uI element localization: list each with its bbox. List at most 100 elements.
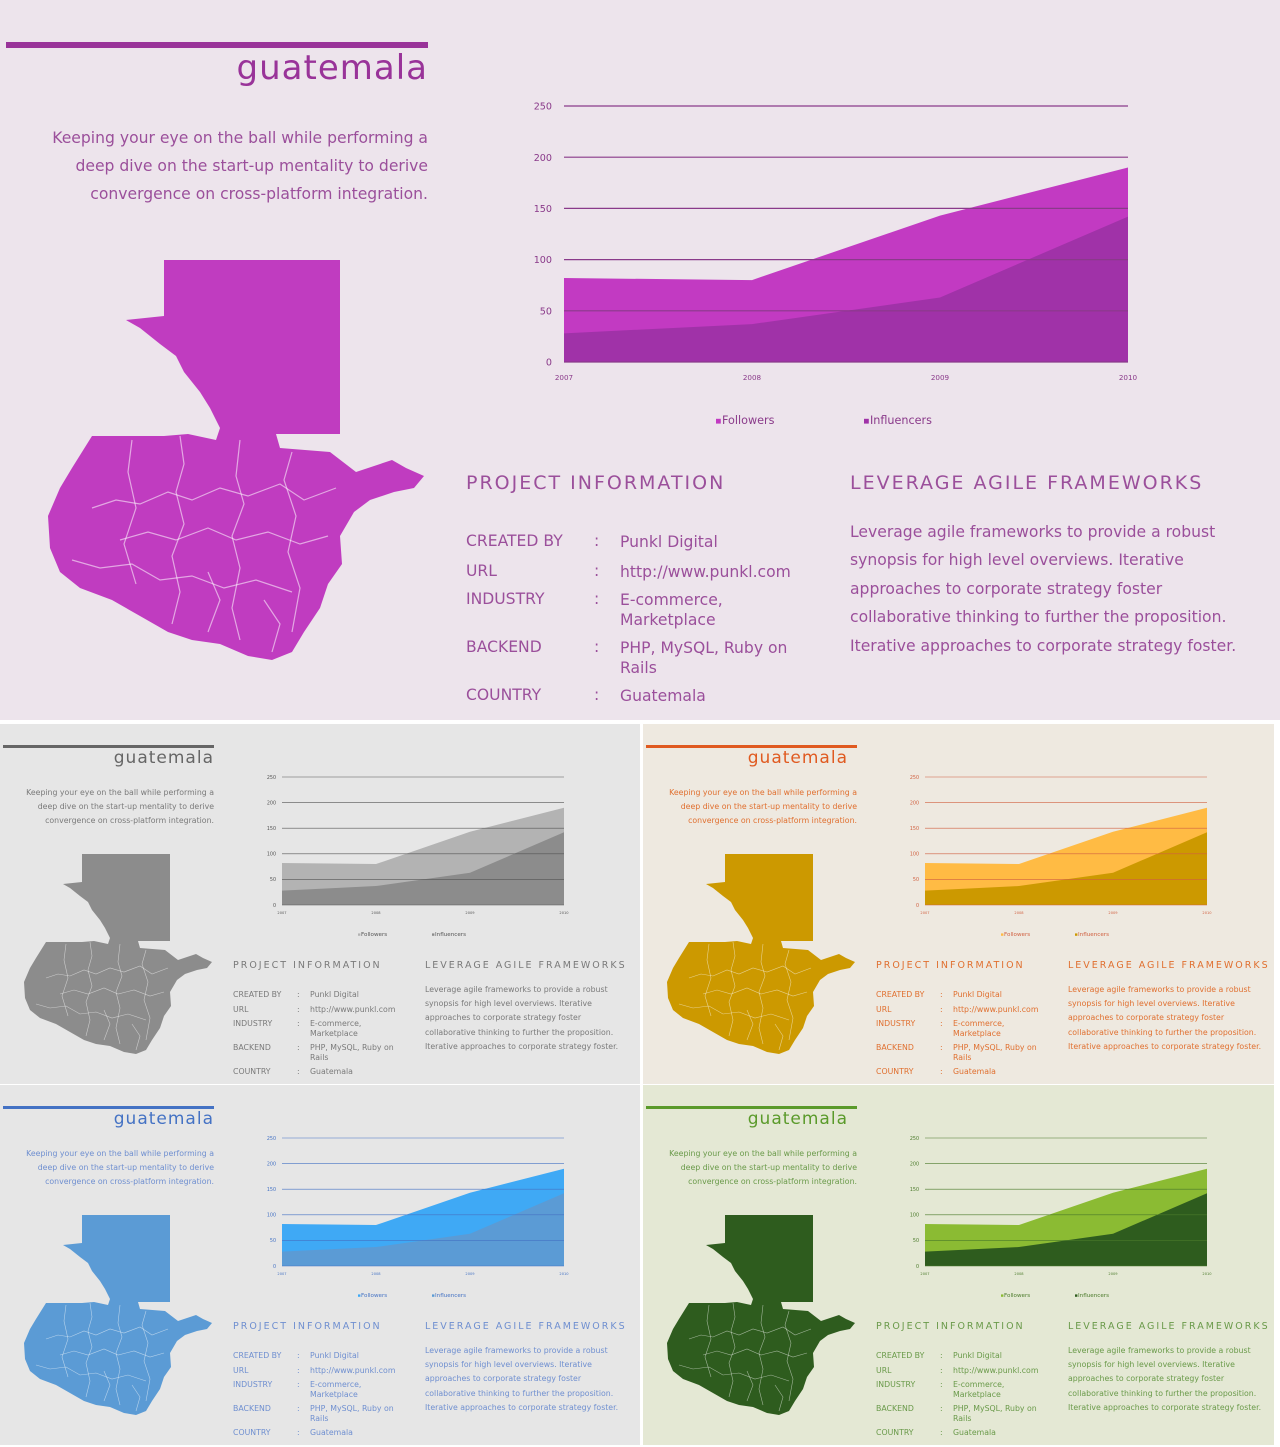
x-tick-2007: 2007 bbox=[920, 911, 929, 915]
y-tick-200: 200 bbox=[910, 800, 919, 806]
x-tick-2008: 2008 bbox=[1014, 911, 1024, 915]
info-label: BACKEND bbox=[233, 1043, 271, 1052]
map-border-5 bbox=[35, 1364, 147, 1382]
y-tick-200: 200 bbox=[267, 1161, 276, 1167]
y-tick-150: 150 bbox=[910, 826, 919, 832]
info-label: URL bbox=[233, 1005, 249, 1014]
y-tick-150: 150 bbox=[910, 1187, 919, 1193]
info-colon: : bbox=[940, 1366, 943, 1375]
info-value: http://www.punkl.com bbox=[953, 1366, 1039, 1375]
x-tick-2010: 2010 bbox=[559, 1272, 569, 1276]
map-border-5 bbox=[35, 1003, 147, 1021]
map-border-8 bbox=[131, 1023, 141, 1051]
map-border-0 bbox=[45, 1326, 169, 1340]
y-tick-150: 150 bbox=[534, 204, 552, 215]
guatemala-map bbox=[24, 854, 212, 1054]
x-tick-2007: 2007 bbox=[555, 373, 573, 382]
map-border-1 bbox=[171, 435, 185, 625]
info-colon: : bbox=[297, 1043, 300, 1052]
legend-swatch-influencers bbox=[432, 933, 435, 936]
info-label: BACKEND bbox=[876, 1404, 914, 1413]
series-area-influencers bbox=[925, 1193, 1207, 1266]
intro-text: Keeping your eye on the ball while perfo… bbox=[669, 788, 857, 825]
slide-blue: guatemala Keeping your eye on the ball wh… bbox=[0, 1085, 640, 1445]
info-label: COUNTRY bbox=[876, 1428, 914, 1437]
map-border-6 bbox=[704, 943, 712, 1017]
info-colon: : bbox=[940, 1404, 943, 1413]
info-colon: : bbox=[940, 990, 943, 999]
info-label: URL bbox=[876, 1005, 892, 1014]
y-tick-0: 0 bbox=[273, 903, 276, 909]
info-colon: : bbox=[297, 1380, 300, 1389]
project-info-title: PROJECT INFORMATION bbox=[466, 472, 726, 494]
map-border-3 bbox=[784, 1310, 794, 1402]
page-title: guatemala bbox=[113, 748, 214, 768]
y-tick-0: 0 bbox=[916, 903, 919, 909]
info-colon: : bbox=[297, 1019, 300, 1028]
y-tick-250: 250 bbox=[267, 775, 276, 781]
info-label: COUNTRY bbox=[466, 686, 542, 704]
info-colon: : bbox=[940, 1428, 943, 1437]
map-border-4 bbox=[59, 987, 165, 997]
info-value: http://www.punkl.com bbox=[310, 1366, 396, 1375]
guatemala-map bbox=[24, 1215, 212, 1415]
info-colon: : bbox=[297, 1005, 300, 1014]
info-value: PHP, MySQL, Ruby on Rails bbox=[310, 1043, 394, 1062]
y-tick-50: 50 bbox=[913, 877, 919, 883]
map-border-7 bbox=[103, 1009, 111, 1041]
map-border-1 bbox=[728, 1302, 736, 1398]
y-tick-100: 100 bbox=[534, 255, 552, 266]
info-colon: : bbox=[594, 562, 600, 580]
map-border-3 bbox=[141, 1310, 151, 1402]
info-colon: : bbox=[940, 1351, 943, 1360]
map-border-2 bbox=[115, 943, 123, 1045]
y-tick-200: 200 bbox=[534, 153, 552, 164]
info-label: CREATED BY bbox=[233, 1351, 282, 1360]
x-tick-2009: 2009 bbox=[931, 373, 950, 382]
map-border-7 bbox=[746, 1370, 754, 1402]
info-colon: : bbox=[940, 1067, 943, 1076]
info-label: CREATED BY bbox=[876, 1351, 925, 1360]
y-tick-100: 100 bbox=[267, 852, 276, 858]
map-border-6 bbox=[61, 1304, 69, 1378]
x-tick-2010: 2010 bbox=[1202, 911, 1212, 915]
info-label: BACKEND bbox=[233, 1404, 271, 1413]
info-label: CREATED BY bbox=[466, 532, 563, 550]
info-value: Punkl Digital bbox=[310, 990, 359, 999]
map-outline bbox=[24, 854, 212, 1054]
info-label: INDUSTRY bbox=[876, 1019, 916, 1028]
legend-swatch-followers bbox=[358, 933, 361, 936]
x-tick-2010: 2010 bbox=[1202, 1272, 1212, 1276]
page-title: guatemala bbox=[113, 1109, 214, 1129]
agile-paragraph: Leverage agile frameworks to provide a r… bbox=[1068, 985, 1262, 1051]
info-label: BACKEND bbox=[466, 638, 542, 656]
map-border-0 bbox=[45, 965, 169, 979]
y-tick-0: 0 bbox=[916, 1264, 919, 1270]
legend-label-followers: Followers bbox=[1004, 1293, 1030, 1299]
map-border-0 bbox=[688, 965, 812, 979]
legend-swatch-influencers bbox=[432, 1294, 435, 1297]
info-value: Guatemala bbox=[953, 1067, 996, 1076]
x-tick-2009: 2009 bbox=[1108, 911, 1118, 915]
graphics-layer: 0 50 100 150 200 250 2007 2008 2009 2010 Followers… bbox=[667, 775, 1212, 1054]
info-value: Punkl Digital bbox=[310, 1351, 359, 1360]
y-tick-250: 250 bbox=[267, 1136, 276, 1142]
page-title: guatemala bbox=[747, 1109, 848, 1129]
info-label: INDUSTRY bbox=[233, 1380, 273, 1389]
x-tick-2007: 2007 bbox=[277, 1272, 286, 1276]
intro-text: Keeping your eye on the ball while perfo… bbox=[669, 1149, 857, 1186]
chart-legend: Followers Influencers bbox=[358, 932, 466, 938]
graphics-layer: 0 50 100 150 200 250 2007 2008 2009 2010 Followers… bbox=[24, 1136, 569, 1415]
info-label: INDUSTRY bbox=[466, 590, 545, 608]
y-tick-150: 150 bbox=[267, 1187, 276, 1193]
area-chart: 0 50 100 150 200 250 2007 2008 2009 2010 Followers… bbox=[910, 775, 1212, 938]
x-tick-2009: 2009 bbox=[465, 1272, 475, 1276]
y-tick-250: 250 bbox=[910, 1136, 919, 1142]
map-border-4 bbox=[59, 1348, 165, 1358]
info-value: E-commerce, Marketplace bbox=[953, 1380, 1005, 1399]
info-label: INDUSTRY bbox=[876, 1380, 916, 1389]
x-tick-2008: 2008 bbox=[743, 373, 762, 382]
legend-label-influencers: Influencers bbox=[870, 414, 932, 427]
agile-title: LEVERAGE AGILE FRAMEWORKS bbox=[1068, 1321, 1270, 1332]
y-tick-100: 100 bbox=[910, 1213, 919, 1219]
